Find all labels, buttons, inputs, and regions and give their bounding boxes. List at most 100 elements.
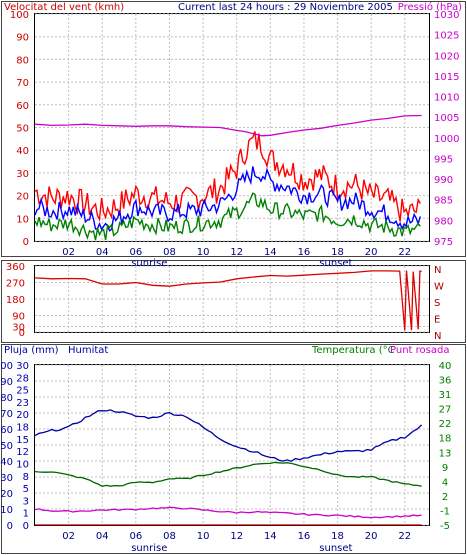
direction-y-tick-label: 360 [6, 262, 25, 273]
wind-y-tick-label: 40 [16, 146, 29, 157]
pressure-axis-title: Pressió (hPa) [398, 1, 462, 13]
humidity-y-tick-label: 10 [0, 505, 13, 516]
rain-y-tick-label: 20 [16, 410, 29, 421]
pressure-y-tick-label: 990 [434, 175, 453, 186]
temperature-y-tick-label: 27 [439, 405, 452, 416]
wind-y-tick-label: 80 [16, 55, 29, 66]
dewpoint-line [34, 506, 422, 519]
pressure-y-tick-label: 1005 [434, 113, 459, 124]
direction-y-tick-label: 90 [12, 312, 25, 323]
x-tick-label-top: 12 [230, 247, 243, 258]
humidity-y-tick-label: 60 [0, 425, 13, 436]
wind-y-tick-label: 30 [16, 169, 29, 180]
wind-y-tick-label: 50 [16, 124, 29, 135]
temperature-y-tick-label: 36 [439, 376, 452, 387]
humidity-y-tick-label: 90 [0, 377, 13, 388]
wind-axis-title: Velocitat del vent (kmh) [4, 2, 124, 13]
humidity-y-tick-label: 50 [0, 441, 13, 452]
x-tick-label-bottom: 22 [398, 531, 411, 542]
wind-direction-line [34, 270, 422, 331]
temperature-y-tick-label: -1 [440, 506, 450, 517]
x-tick-label-top: 20 [365, 247, 378, 258]
temperature-y-tick-label: 22 [439, 419, 452, 430]
compass-label: N [434, 265, 441, 276]
humidity-line [34, 409, 423, 462]
x-tick-label-bottom: 18 [331, 531, 344, 542]
wind-y-tick-label: 90 [16, 33, 29, 44]
compass-label: W [434, 282, 444, 293]
rain-y-tick-label: 0 [23, 521, 29, 532]
wind-average-line [34, 166, 421, 232]
pressure-y-tick-label: 1020 [434, 51, 459, 62]
series-lines [34, 114, 423, 526]
humidity-y-tick-label: 30 [0, 473, 13, 484]
wind-panel-frame [1, 1, 466, 257]
wind-y-tick-label: 60 [16, 101, 29, 112]
pressure-y-tick-label: 1025 [434, 31, 459, 42]
compass-label: N [434, 331, 441, 342]
pressure-y-tick-label: 1015 [434, 72, 459, 83]
humidity-axis-title: Humitat [68, 345, 108, 356]
pressure-y-tick-label: 1000 [434, 134, 459, 145]
wind-y-tick-label: 10 [16, 214, 29, 225]
pressure-y-tick-label: 975 [434, 237, 453, 248]
temperature-y-tick-label: 18 [439, 434, 452, 445]
temperature-axis-title: Temperatura (°C [311, 345, 395, 356]
pressure-y-tick-label: 985 [434, 196, 453, 207]
humidity-y-tick-label: 40 [0, 457, 13, 468]
x-tick-label-bottom: 12 [230, 531, 243, 542]
rain-y-tick-label: 30 [16, 361, 29, 372]
rain-y-tick-label: 5 [23, 484, 29, 495]
rain-y-tick-label: 28 [16, 373, 29, 384]
sunset-label-bottom: sunset [319, 543, 352, 554]
rain-y-tick-label: 12 [16, 447, 29, 458]
x-tick-label-top: 02 [62, 247, 75, 258]
rain-y-tick-label: 3 [23, 496, 29, 507]
temperature-y-tick-label: 31 [439, 390, 452, 401]
humidity-y-tick-label: 80 [0, 393, 13, 404]
pressure-line [34, 114, 422, 137]
rain-y-tick-label: 18 [16, 423, 29, 434]
x-tick-label-bottom: 04 [96, 531, 109, 542]
temperature-y-tick-label: 4 [442, 477, 448, 488]
dewpoint-axis-title: Punt rosada [390, 345, 449, 356]
humidity-y-tick-label: 20 [0, 489, 13, 500]
x-tick-label-top: 10 [197, 247, 210, 258]
x-tick-label-top: 18 [331, 247, 344, 258]
x-tick-label-top: 06 [129, 247, 142, 258]
rain-axis-title: Pluja (mm) [4, 345, 59, 356]
wind-y-tick-label: 0 [23, 237, 29, 248]
rain-y-tick-label: 15 [16, 435, 29, 446]
humidity-y-tick-label: 100 [0, 361, 13, 372]
x-tick-label-top: 16 [298, 247, 311, 258]
humidity-panel-frame [1, 344, 466, 554]
wind-y-tick-label: 20 [16, 192, 29, 203]
x-tick-label-bottom: 08 [163, 531, 176, 542]
chart-title: Current last 24 hours : 29 Noviembre 200… [178, 2, 393, 13]
x-tick-label-top: 14 [264, 247, 277, 258]
temperature-y-tick-label: 2 [442, 492, 448, 503]
rain-y-tick-label: 8 [23, 472, 29, 483]
rain-y-tick-label: 23 [16, 398, 29, 409]
sunrise-label-bottom: sunrise [131, 543, 167, 554]
temperature-y-tick-label: -5 [440, 521, 450, 532]
wind-y-tick-label: 70 [16, 78, 29, 89]
rain-y-tick-label: 1 [23, 509, 29, 520]
temperature-y-tick-label: 13 [439, 448, 452, 459]
humidity-y-tick-label: 70 [0, 409, 13, 420]
x-tick-label-bottom: 06 [129, 531, 142, 542]
direction-y-tick-label: 0 [19, 328, 25, 339]
direction-y-tick-label: 270 [6, 279, 25, 290]
wind-gust-line [34, 131, 421, 222]
x-tick-label-top: 08 [163, 247, 176, 258]
temperature-y-tick-label: 40 [439, 361, 452, 372]
compass-label: S [434, 298, 440, 309]
rain-y-tick-label: 10 [16, 459, 29, 470]
direction-panel-frame [1, 260, 466, 343]
temperature-line [34, 461, 422, 487]
x-tick-label-bottom: 14 [264, 531, 277, 542]
x-tick-label-top: 04 [96, 247, 109, 258]
x-tick-label-bottom: 20 [365, 531, 378, 542]
